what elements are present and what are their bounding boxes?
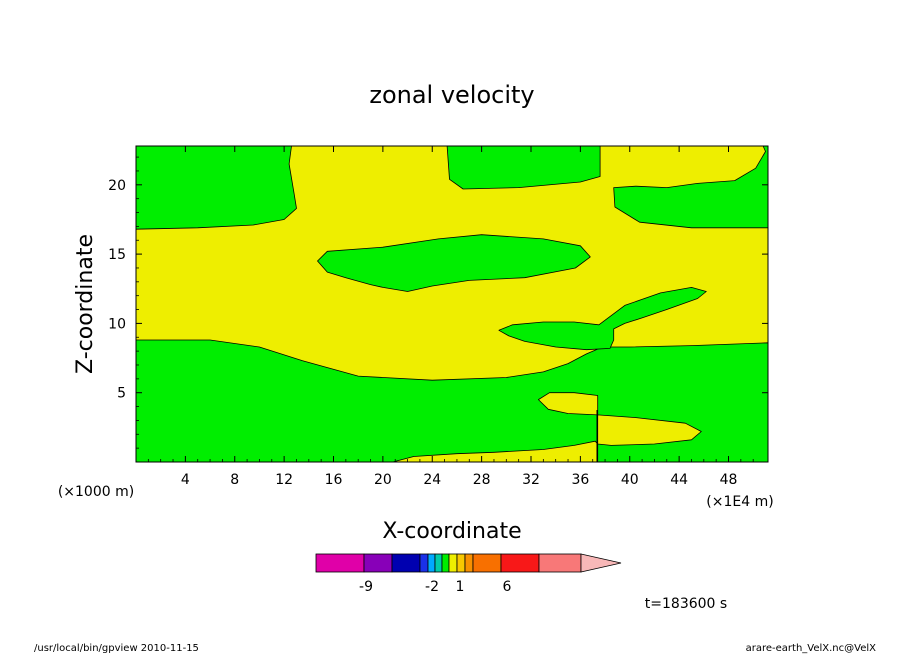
x-tick-label: 28 (473, 472, 491, 488)
colorbar-swatch (500, 553, 540, 573)
contour-overlay-0 (538, 392, 599, 416)
y-tick-label: 15 (108, 247, 126, 263)
y-tick-label: 5 (117, 386, 126, 402)
contour-region-1 (446, 145, 601, 190)
colorbar-tick-label: 1 (456, 579, 465, 595)
colorbar-swatch (419, 553, 429, 573)
y-tick-label: 10 (108, 316, 126, 332)
x-tick-label: 4 (181, 472, 190, 488)
colorbar-tick-label: -2 (425, 579, 439, 595)
x-tick-label: 16 (325, 472, 343, 488)
contour-overlays (392, 392, 702, 463)
colorbar-swatch (434, 553, 443, 573)
footer-left: /usr/local/bin/gpview 2010-11-15 (34, 643, 199, 654)
colorbar-swatch (472, 553, 502, 573)
contour-region-5 (498, 286, 707, 351)
colorbar-swatch (363, 553, 393, 573)
colorbar-swatch (441, 553, 450, 573)
x-tick-label: 48 (720, 472, 738, 488)
x-unit-right: (×1E4 m) (706, 494, 773, 510)
x-tick-label: 32 (522, 472, 540, 488)
x-tick-label: 20 (374, 472, 392, 488)
contour-region-2 (613, 145, 769, 229)
x-ticks: 4 8 12 16 20 24 28 32 36 40 44 48 (147, 146, 754, 488)
colorbar-labels: -9 -2 1 6 (359, 579, 512, 595)
x-tick-label: 36 (571, 472, 589, 488)
colorbar-arrow (580, 553, 622, 573)
colorbar-swatch (456, 553, 466, 573)
plot-frame (135, 145, 769, 463)
colorbar-tick-label: 6 (503, 579, 512, 595)
y-axis-label: Z-coordinate (73, 234, 98, 374)
colorbar-swatch (448, 553, 458, 573)
colorbar-swatch (464, 553, 474, 573)
contour-overlay-2 (392, 440, 599, 463)
chart-title: zonal velocity (369, 81, 534, 109)
x-tick-label: 12 (275, 472, 293, 488)
x-tick-label: 40 (621, 472, 639, 488)
x-tick-label: 8 (230, 472, 239, 488)
colorbar-swatch (427, 553, 436, 573)
colorbar-swatch (538, 553, 582, 573)
x-tick-label: 24 (423, 472, 441, 488)
y-ticks: 5 10 15 20 (108, 156, 768, 449)
contour-region-0 (135, 145, 297, 230)
contour-region-3 (317, 234, 591, 292)
time-label: t=183600 s (645, 596, 727, 612)
y-tick-label: 20 (108, 178, 126, 194)
colorbar-swatch (315, 553, 365, 573)
x-tick-label: 44 (670, 472, 688, 488)
contour-overlay-1 (597, 414, 702, 446)
colorbar (315, 553, 622, 573)
footer-right: arare-earth_VelX.nc@VelX (746, 643, 877, 654)
colorbar-tick-label: -9 (359, 579, 373, 595)
x-axis-label: X-coordinate (382, 519, 521, 544)
colorbar-swatch (391, 553, 421, 573)
x-unit-left: (×1000 m) (58, 484, 134, 500)
